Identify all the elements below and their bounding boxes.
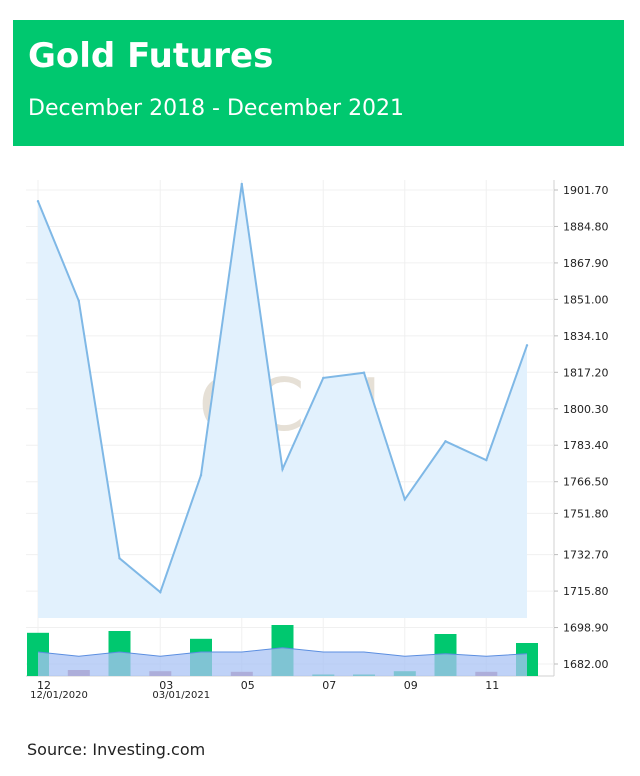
y-tick-label: 1834.10 xyxy=(563,330,609,343)
x-tick-label: 07 xyxy=(322,679,336,692)
y-tick-label: 1766.50 xyxy=(563,476,609,489)
price-point xyxy=(77,299,81,303)
y-tick-label: 1783.40 xyxy=(563,439,609,452)
price-point xyxy=(362,371,366,374)
y-tick-label: 1817.20 xyxy=(563,366,609,379)
price-point xyxy=(159,591,162,594)
x-tick-label: 09 xyxy=(404,679,418,692)
price-point xyxy=(36,200,40,203)
volume-average-line xyxy=(37,647,528,657)
price-point xyxy=(281,468,284,471)
source-note: Source: Investing.com xyxy=(27,740,206,759)
volume-layer xyxy=(27,625,538,676)
y-axis: 1901.70 1884.80 1867.90 1851.00 1834.10 1817.… xyxy=(563,184,609,671)
price-point xyxy=(240,182,243,186)
price-point xyxy=(525,344,529,347)
header-banner: Gold Futures December 2018 - December 20… xyxy=(13,20,624,146)
y-tick-label: 1698.90 xyxy=(563,622,609,635)
price-point xyxy=(444,440,447,443)
y-tick-label: 1715.80 xyxy=(563,585,609,598)
price-area-layer xyxy=(36,182,529,618)
page-subtitle: December 2018 - December 2021 xyxy=(28,96,405,121)
x-tick-label: 03 xyxy=(159,679,173,692)
x-tick-label: 12 xyxy=(37,679,51,692)
y-tick-label: 1732.70 xyxy=(563,549,609,562)
y-tick-label: 1751.80 xyxy=(563,507,609,520)
y-tick-label: 1901.70 xyxy=(563,184,609,197)
price-point xyxy=(485,458,488,462)
price-point xyxy=(403,498,406,501)
x-tick-label: 05 xyxy=(241,679,255,692)
y-tick-label: 1867.90 xyxy=(563,257,609,270)
x-axis: 12 03 05 07 09 11 12/01/2020 03/01/2021 xyxy=(30,679,499,701)
y-tick-label: 1851.00 xyxy=(563,293,609,306)
y-tick-label: 1682.00 xyxy=(563,658,609,671)
price-point xyxy=(118,557,121,560)
y-tick-label: 1800.30 xyxy=(563,403,609,416)
price-point xyxy=(322,376,325,380)
price-point xyxy=(199,474,203,477)
x-tick-label: 11 xyxy=(485,679,499,692)
page-title: Gold Futures xyxy=(28,36,274,76)
volume-average-area xyxy=(38,647,527,676)
x-date-label: 03/01/2021 xyxy=(152,690,210,701)
price-area xyxy=(38,184,527,618)
x-date-label: 12/01/2020 xyxy=(30,690,88,701)
y-tick-label: 1884.80 xyxy=(563,220,609,233)
